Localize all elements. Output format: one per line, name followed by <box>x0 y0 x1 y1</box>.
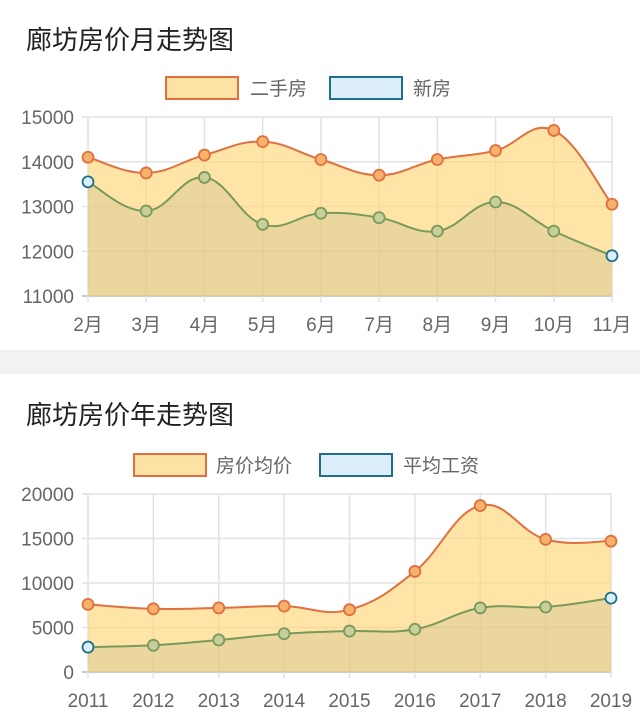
data-point <box>372 168 386 182</box>
data-point <box>489 195 502 209</box>
x-tick-label: 10月 <box>534 315 574 336</box>
data-point <box>408 565 422 578</box>
data-point <box>372 211 386 225</box>
legend-swatch-0 <box>133 453 207 477</box>
series-line-1 <box>87 176 613 257</box>
legend-label-0: 二手房 <box>250 78 307 100</box>
data-point <box>539 532 553 546</box>
y-tick-label: 10000 <box>21 574 74 595</box>
x-tick-label: 7月 <box>364 315 394 336</box>
data-point <box>81 175 95 189</box>
data-point <box>605 249 619 263</box>
x-tick-label: 4月 <box>190 315 220 336</box>
x-tick-label: 8月 <box>423 315 453 336</box>
data-point <box>198 171 211 184</box>
y-tick-label: 15000 <box>21 108 74 129</box>
data-point <box>547 124 561 137</box>
x-tick-label: 11月 <box>593 315 632 336</box>
y-tick-label: 15000 <box>21 530 74 551</box>
data-point <box>81 150 95 164</box>
data-point <box>604 591 618 605</box>
y-tick-label: 20000 <box>21 485 74 506</box>
y-tick-label: 14000 <box>21 153 74 174</box>
x-tick-label: 2014 <box>263 691 306 712</box>
data-point <box>256 135 270 149</box>
x-tick-label: 2016 <box>394 691 436 712</box>
data-point <box>547 224 561 238</box>
area-0 <box>88 504 611 672</box>
data-point <box>539 600 553 614</box>
data-point <box>430 224 444 238</box>
y-tick-label: 0 <box>63 663 74 684</box>
x-tick-label: 2019 <box>590 691 632 712</box>
y-tick-label: 5000 <box>32 619 74 640</box>
data-point <box>343 624 356 638</box>
data-point <box>277 627 291 641</box>
data-point <box>81 597 95 611</box>
chart-title-yearly: 廊坊房价年走势图 <box>26 401 235 431</box>
data-point <box>430 153 444 166</box>
y-tick-label: 12000 <box>21 242 74 263</box>
x-tick-label: 2017 <box>459 691 501 712</box>
legend-label-0: 房价均价 <box>216 455 292 477</box>
x-tick-label: 2015 <box>328 691 370 712</box>
data-point <box>139 204 153 218</box>
data-point <box>146 638 160 652</box>
data-point <box>408 622 422 636</box>
data-point <box>212 601 226 615</box>
x-tick-label: 2012 <box>132 691 174 712</box>
data-point <box>489 144 502 157</box>
area-0 <box>88 127 612 296</box>
x-tick-label: 9月 <box>481 315 511 336</box>
data-point <box>343 603 356 617</box>
y-tick-label: 13000 <box>21 198 74 219</box>
x-tick-label: 2月 <box>73 315 103 336</box>
legend-swatch-1 <box>319 453 393 477</box>
monthly-chart: 二手房 新房 11000 12000 13000 14000 15000 2月 3月 4月 5月 6月… <box>21 76 632 336</box>
legend-swatch-1 <box>329 76 403 100</box>
data-point <box>198 148 211 162</box>
data-point <box>277 599 291 613</box>
x-tick-label: 2011 <box>68 691 109 712</box>
x-tick-label: 5月 <box>248 315 278 336</box>
data-point <box>473 499 487 512</box>
legend-label-1: 平均工资 <box>403 455 479 477</box>
data-point <box>604 534 618 548</box>
section-divider <box>0 350 640 374</box>
data-point <box>256 217 270 231</box>
x-tick-label: 6月 <box>306 315 336 336</box>
series-line-0 <box>87 126 613 205</box>
data-point <box>146 602 160 616</box>
x-tick-label: 3月 <box>131 315 161 336</box>
data-point <box>139 166 153 180</box>
x-tick-label: 2018 <box>524 691 566 712</box>
data-point <box>605 197 619 211</box>
data-point <box>314 206 328 220</box>
data-point <box>473 601 487 615</box>
chart-title-monthly: 廊坊房价月走势图 <box>26 26 235 56</box>
legend-label-1: 新房 <box>413 78 451 100</box>
y-tick-label: 11000 <box>23 287 74 308</box>
legend-swatch-0 <box>165 76 239 100</box>
data-point <box>212 633 226 647</box>
area-1 <box>88 177 612 296</box>
data-point <box>314 153 328 166</box>
data-point <box>81 640 95 654</box>
x-tick-label: 2013 <box>198 691 240 712</box>
